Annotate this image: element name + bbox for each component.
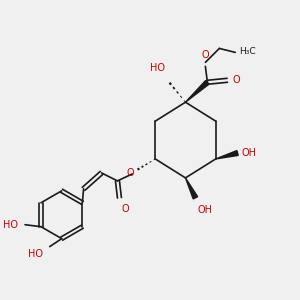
Polygon shape: [185, 178, 198, 199]
Polygon shape: [216, 151, 238, 159]
Text: O: O: [127, 168, 134, 178]
Text: HO: HO: [28, 249, 43, 259]
Text: H₃C: H₃C: [239, 47, 256, 56]
Text: HO: HO: [150, 63, 165, 73]
Polygon shape: [185, 80, 209, 102]
Text: OH: OH: [242, 148, 256, 158]
Text: O: O: [202, 50, 209, 60]
Text: OH: OH: [197, 205, 212, 215]
Text: O: O: [122, 204, 129, 214]
Text: HO: HO: [3, 220, 18, 230]
Text: O: O: [232, 75, 240, 85]
